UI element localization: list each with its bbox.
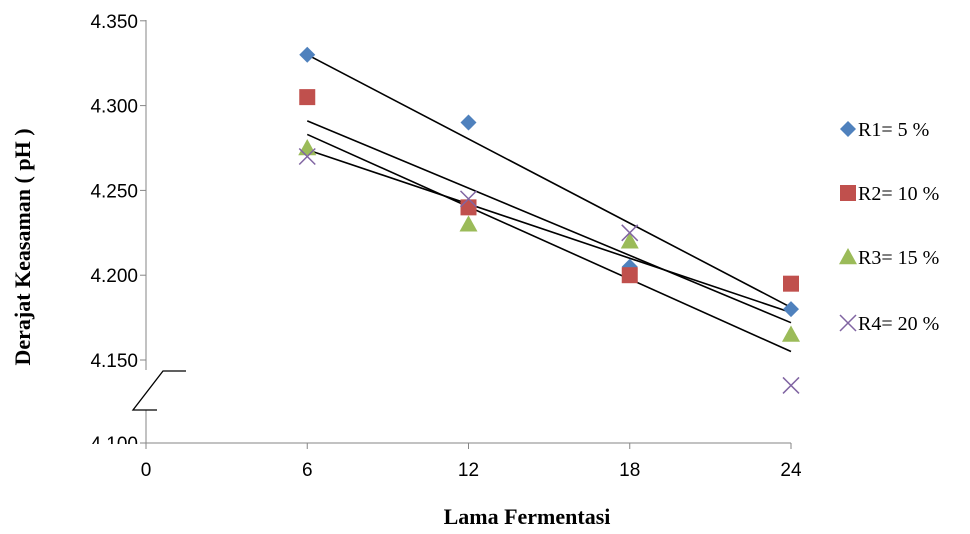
data-point — [298, 139, 317, 156]
trendlines — [306, 54, 792, 353]
x-marker-stroke — [298, 147, 316, 166]
legend-label: R4= 20 % — [858, 313, 939, 335]
data-points — [298, 46, 800, 394]
x-tick-label: 24 — [780, 460, 802, 481]
legend: R1= 5 % R2= 10 % R3= 15 % R4= 20 % — [839, 119, 939, 335]
data-point — [782, 376, 800, 394]
data-point — [298, 147, 316, 166]
y-tick-label: 4.250 — [90, 181, 138, 202]
x-tick-label: 0 — [141, 460, 152, 481]
x-axis-title: Lama Fermentasi — [444, 504, 611, 529]
data-point — [783, 275, 799, 292]
legend-label: R3= 15 % — [858, 247, 939, 269]
data-point — [620, 232, 639, 249]
x-tick-label: 18 — [619, 460, 640, 481]
data-point — [299, 89, 316, 106]
legend-marker — [840, 121, 856, 137]
trendline — [306, 54, 792, 309]
x-marker-stroke — [782, 376, 800, 394]
data-point — [782, 325, 800, 342]
data-point — [460, 199, 477, 216]
label-mask — [40, 444, 144, 458]
data-point — [783, 301, 799, 318]
axis-break-mask — [132, 370, 188, 410]
data-point — [460, 114, 477, 131]
y-axis-title: Derajat Keasaman ( pH ) — [10, 128, 35, 365]
data-point — [621, 224, 639, 242]
legend-label: R1= 5 % — [858, 119, 929, 141]
y-tick-label: 4.350 — [90, 12, 138, 33]
trendline — [306, 148, 792, 314]
trendline — [306, 133, 792, 353]
x-marker-stroke — [459, 190, 478, 208]
data-point — [459, 215, 478, 232]
x-tick-label: 12 — [458, 460, 479, 481]
y-tick-label: 4.300 — [90, 97, 138, 118]
legend-label: R2= 10 % — [858, 183, 939, 205]
x-marker-stroke — [839, 314, 857, 332]
data-point — [459, 190, 478, 208]
y-tick-label: 4.200 — [90, 266, 138, 287]
legend-marker — [839, 314, 857, 332]
legend-marker — [839, 248, 857, 265]
y-tick-label: 4.150 — [90, 351, 138, 372]
x-marker-stroke — [621, 224, 639, 242]
data-point — [299, 46, 316, 63]
legend-marker — [840, 185, 856, 201]
trendline — [306, 120, 792, 324]
x-tick-label: 6 — [302, 460, 313, 481]
axis-break-icon — [131, 370, 186, 411]
data-point — [621, 267, 638, 284]
